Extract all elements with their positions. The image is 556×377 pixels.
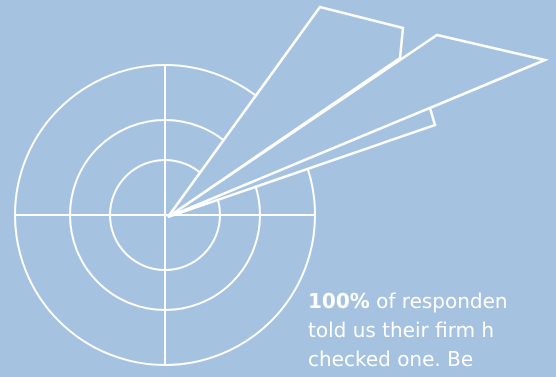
caption-line-2: told us their firm h — [308, 318, 495, 342]
statistic-percent: 100% — [308, 289, 370, 313]
caption-line-1: 100% of responden — [308, 287, 556, 316]
lower-plane-wing-bottom — [167, 58, 546, 219]
target-icon — [14, 64, 316, 366]
caption-line-3: checked one. Be — [308, 347, 474, 371]
statistic-caption: 100% of responden told us their firm h c… — [308, 287, 556, 374]
paper-plane-icon — [166, 5, 550, 219]
caption-line-1-text: of responden — [369, 289, 508, 313]
